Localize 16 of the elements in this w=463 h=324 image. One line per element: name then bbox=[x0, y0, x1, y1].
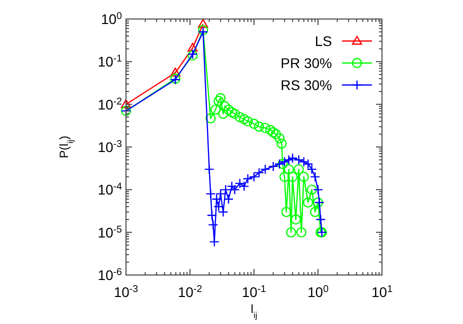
y-tick-label: 10$^{-1}$ bbox=[98, 53, 122, 70]
x-tick-label: 10$^{1}$ bbox=[371, 284, 393, 300]
legend-label: LS bbox=[314, 33, 332, 49]
y-tick-label: 10$^{-5}$ bbox=[98, 224, 123, 240]
x-tick-label: 10$^{-3}$ bbox=[114, 284, 139, 300]
x-tick-label: 10$^{-2}$ bbox=[178, 284, 202, 300]
y-tick-label: 10$^{-3}$ bbox=[98, 138, 123, 155]
y-tick-label: 10$^{-4}$ bbox=[98, 181, 123, 198]
y-tick-label: 10$^{0}$ bbox=[100, 10, 123, 27]
y-tick-label: 10$^{-2}$ bbox=[98, 96, 122, 112]
x-tick-label: 10$^{-1}$ bbox=[242, 284, 266, 300]
legend-label: PR 30% bbox=[280, 55, 332, 71]
x-tick-label: 10$^{0}$ bbox=[307, 284, 330, 300]
y-tick-label: 10$^{-6}$ bbox=[98, 266, 123, 283]
x-axis-title: l$_{ij}$ bbox=[250, 302, 258, 320]
legend-label: RS 30% bbox=[280, 77, 332, 93]
